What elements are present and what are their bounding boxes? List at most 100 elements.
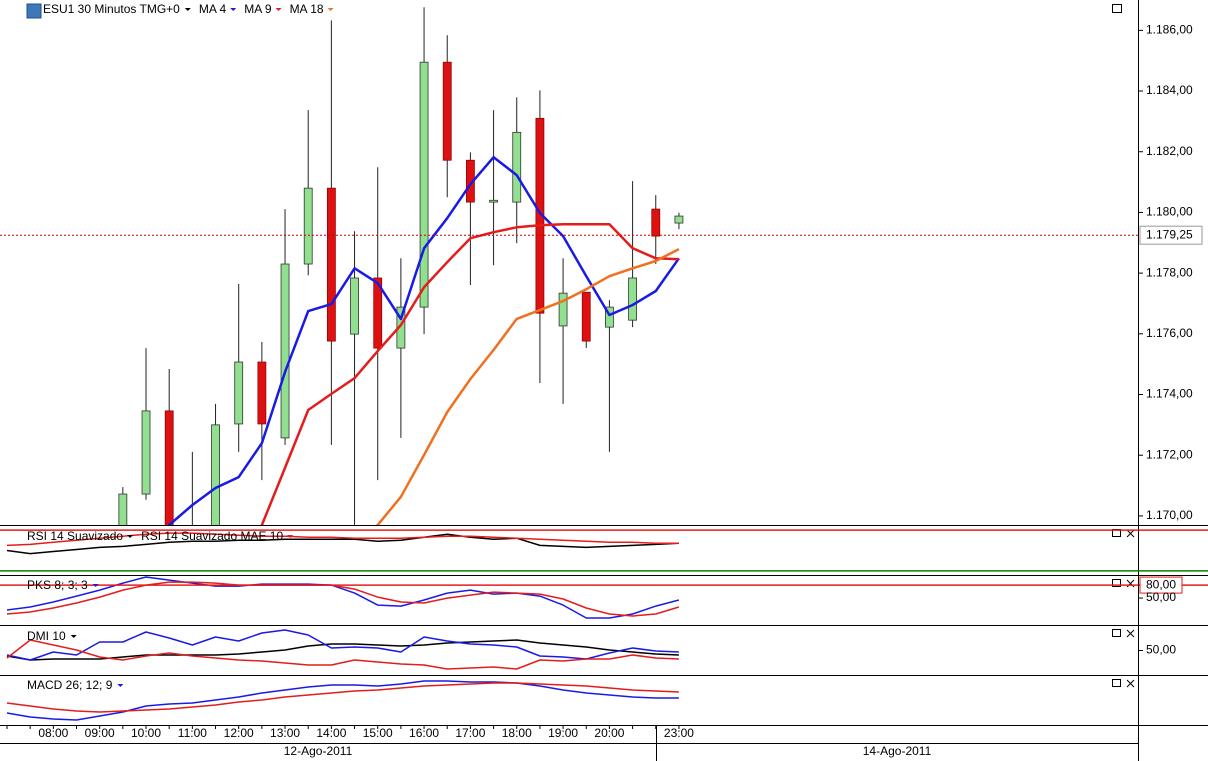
candle-body (674, 215, 684, 224)
candle-body (326, 187, 336, 342)
dropdown-arrow (230, 8, 237, 11)
y-tick-label: 1.186,00 (1146, 23, 1193, 37)
x-tick-label: 18:00 (502, 726, 532, 740)
x-tick-label: 12:00 (224, 726, 254, 740)
series-line (6, 533, 679, 555)
dropdown-arrow (127, 535, 134, 538)
x-tick-label: 17:00 (455, 726, 485, 740)
close-button[interactable] (1126, 679, 1135, 688)
y-tick-label: 1.180,00 (1146, 205, 1193, 219)
series-line (260, 223, 679, 525)
maximize-button[interactable] (1112, 629, 1121, 637)
candle-body (373, 277, 383, 349)
panel (6, 629, 679, 670)
series-line (6, 576, 680, 619)
y-tick-label: 1.182,00 (1146, 144, 1193, 158)
y-tick-label: 1.172,00 (1146, 447, 1193, 461)
candle-body (651, 208, 661, 237)
maximize-button[interactable] (1112, 679, 1121, 687)
y-tick-label: 1.174,00 (1146, 387, 1193, 401)
maximize-button[interactable] (1112, 4, 1122, 13)
dropdown-arrow (70, 635, 77, 638)
dropdown-arrow (184, 8, 191, 11)
candle-body (164, 410, 174, 525)
x-tick-label: 20:00 (594, 726, 624, 740)
candle-body (211, 424, 220, 525)
y-tick-label: 50,00 (1146, 590, 1176, 604)
candle-body (512, 131, 522, 203)
series-line (6, 639, 679, 661)
candle-body (303, 187, 313, 265)
candle-body (350, 277, 359, 335)
candle-body (280, 263, 290, 439)
panel-title: PKS 8; 3; 3 (27, 578, 88, 592)
dropdown-arrow (117, 684, 124, 687)
series-line (6, 532, 679, 547)
x-tick-label: 13:00 (270, 726, 300, 740)
dropdown-arrow (287, 535, 294, 538)
series-line (6, 639, 679, 670)
tick-label-box (1139, 576, 1183, 594)
candle-body (396, 306, 406, 349)
series-line (375, 247, 680, 525)
candle-body (118, 493, 128, 525)
panel (118, 7, 684, 525)
x-tick-label: 08:00 (38, 726, 68, 740)
dropdown-arrow (92, 584, 99, 587)
panel (6, 532, 679, 555)
candle-body (489, 199, 498, 203)
legend-entry: MA 18 (290, 2, 324, 16)
dropdown-arrow (327, 8, 334, 11)
y-tick-label: 1.184,00 (1146, 83, 1193, 97)
symbol-icon[interactable] (26, 3, 42, 19)
close-button[interactable] (1126, 579, 1135, 588)
x-tick-label: 15:00 (363, 726, 393, 740)
series-line (6, 581, 680, 617)
date-label: 12-Ago-2011 (284, 744, 353, 758)
panel-title: MACD 26; 12; 9 (27, 678, 113, 692)
series-line (167, 155, 680, 525)
y-tick-label: 80,00 (1146, 577, 1176, 591)
candle-body (581, 291, 591, 342)
legend-entry: RSI 14 Suavizado MAE 10 (141, 529, 283, 543)
dropdown-arrow (275, 8, 282, 11)
candle-body (558, 292, 568, 327)
panel-title: DMI 10 (27, 629, 66, 643)
x-tick-label: 23:00 (664, 726, 694, 740)
close-button[interactable] (1126, 629, 1135, 638)
y-tick-label: 50,00 (1146, 643, 1176, 657)
x-tick-label: 10:00 (131, 726, 161, 740)
date-label: 14-Ago-2011 (863, 744, 932, 758)
y-tick-label: 1.178,00 (1146, 265, 1193, 279)
candle-body (628, 277, 637, 321)
x-tick-label: 16:00 (409, 726, 439, 740)
candle-body (442, 61, 452, 161)
x-tick-label: 19:00 (548, 726, 578, 740)
candle-body (419, 61, 429, 308)
legend-entry: MA 4 (199, 2, 227, 16)
last-price-box (1139, 225, 1203, 245)
panel (6, 576, 680, 619)
panel-title: ESU1 30 Minutos TMG+0 (43, 2, 180, 16)
x-tick-label: 14:00 (316, 726, 346, 740)
maximize-button[interactable] (1112, 579, 1121, 587)
series-line (6, 629, 679, 661)
last-price-label: 1.179,25 (1146, 227, 1193, 241)
x-tick-label: 09:00 (85, 726, 115, 740)
legend-entry: RSI 14 Suavizado (27, 529, 123, 543)
candle-body (605, 306, 614, 328)
candle-body (141, 410, 151, 495)
series-line (6, 680, 679, 721)
panel (6, 680, 679, 721)
y-tick-label: 1.170,00 (1146, 508, 1193, 522)
legend-entry: MA 9 (244, 2, 272, 16)
candle-body (257, 361, 267, 425)
series-line (6, 682, 679, 713)
candle-body (234, 361, 244, 425)
close-button[interactable] (1126, 529, 1135, 538)
x-tick-label: 11:00 (178, 726, 207, 740)
